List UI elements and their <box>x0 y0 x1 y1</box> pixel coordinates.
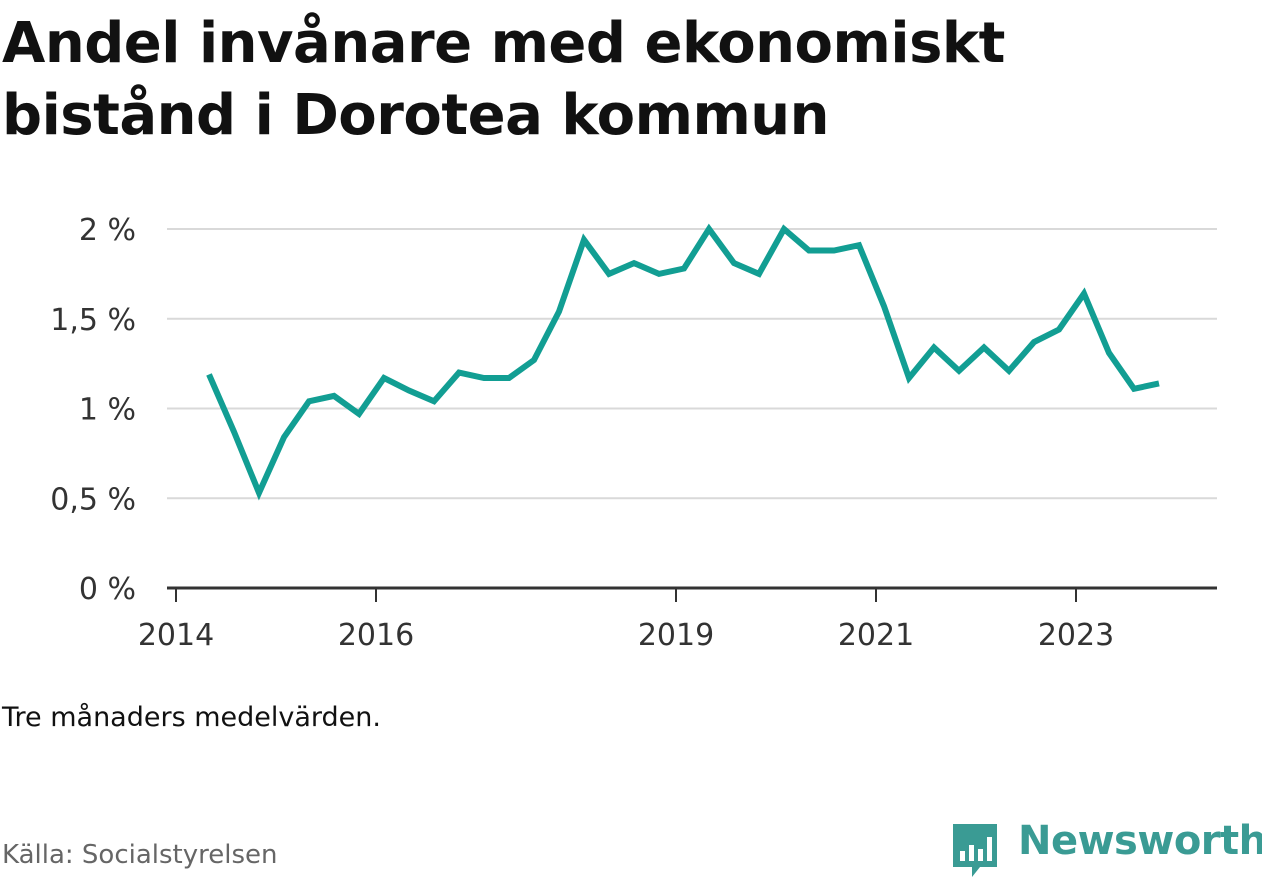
y-tick-label: 1 % <box>79 393 136 428</box>
x-tick-label: 2023 <box>1038 618 1114 653</box>
x-ticks: 2014 2016 2019 2021 2023 <box>138 588 1114 653</box>
y-tick-label: 0,5 % <box>50 482 136 517</box>
y-tick-label: 0 % <box>79 572 136 607</box>
line-chart: 0 % 0,5 % 1 % 1,5 % 2 % 2014 2016 2019 2021 2023 <box>50 213 1217 653</box>
chart-title: Andel invånare med ekonomiskt bistånd i … <box>2 11 1005 148</box>
x-tick-label: 2016 <box>338 618 414 653</box>
y-tick-label: 1,5 % <box>50 303 136 338</box>
newsworthy-logo-icon <box>953 824 997 877</box>
gridlines <box>167 228 1217 500</box>
y-tick-label: 2 % <box>79 213 136 248</box>
x-tick-label: 2021 <box>838 618 914 653</box>
x-tick-label: 2019 <box>638 618 714 653</box>
newsworthy-logo-text: Newsworthy <box>1018 818 1262 864</box>
x-tick-label: 2014 <box>138 618 214 653</box>
series-line <box>206 223 1160 501</box>
newsworthy-logo: Newsworthy <box>950 818 1262 880</box>
y-tick-labels: 0 % 0,5 % 1 % 1,5 % 2 % <box>50 213 136 607</box>
series-layer <box>206 223 1160 501</box>
chart-note: Tre månaders medelvärden. <box>2 702 381 733</box>
source-label: Källa: Socialstyrelsen <box>2 840 278 870</box>
